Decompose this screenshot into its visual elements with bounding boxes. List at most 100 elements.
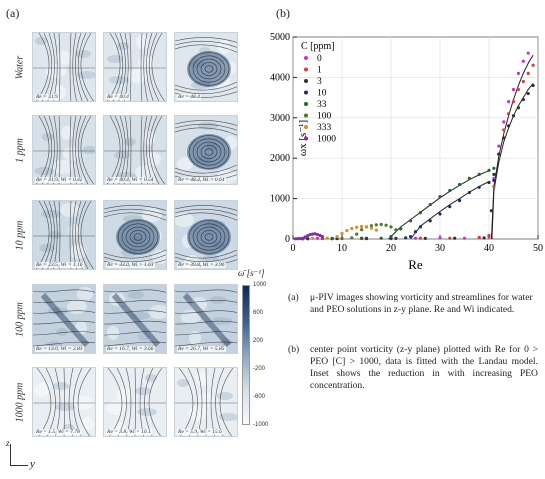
data-point — [482, 236, 486, 240]
tile-caption: Re = 23.5, Wi = 1.16 — [35, 262, 84, 268]
data-point — [306, 237, 310, 241]
tile-caption: Re = 31.9, Wi = 0.42 — [35, 177, 84, 183]
tile-caption: Re = 40.4 — [106, 94, 130, 100]
colorbar-tick-label: 200 — [253, 338, 264, 344]
data-point — [497, 144, 501, 148]
vorticity-image-tile: Re = 13.0, Wi = 2.83 — [32, 284, 96, 354]
x-tick-label: 10 — [337, 243, 347, 254]
data-point — [448, 188, 452, 193]
vorticity-image-tile: Re = 31.9 — [32, 32, 96, 102]
tile-caption: Re = 26.7, Wi = 5.85 — [177, 346, 226, 352]
legend-entry: 3 — [317, 77, 322, 87]
vorticity-image-tile: Re = 3.8, Wi = 10.1 — [103, 367, 167, 437]
panel-b-label: (b) — [276, 6, 290, 20]
legend-entry: 100 — [317, 112, 332, 122]
legend-marker — [304, 125, 308, 129]
data-point — [311, 232, 315, 236]
streamlines — [104, 205, 166, 266]
tile-caption: Re = 3.8, Wi = 10.1 — [106, 429, 152, 435]
data-point — [428, 203, 432, 207]
data-point — [507, 100, 511, 104]
x-tick-label: 30 — [435, 243, 445, 254]
vorticity-image-tile: Re = 26.7, Wi = 5.85 — [174, 284, 238, 354]
data-point — [516, 87, 520, 92]
data-point — [521, 59, 525, 63]
tile-caption: Re = 33.0, Wi = 1.63 — [106, 262, 155, 268]
tile-caption: Re = 39.8, Wi = 3.96 — [177, 262, 226, 268]
data-point — [301, 236, 305, 240]
caption-b-label: (b) — [288, 344, 300, 355]
plot-frame — [292, 36, 539, 240]
colorbar-label: ω̄ [s⁻¹] — [238, 268, 265, 278]
x-tick-label: 0 — [291, 243, 296, 254]
data-point — [438, 212, 442, 216]
vorticity-image-tile: Re = 39.8, Wi = 3.96 — [174, 200, 238, 270]
row-label: 100 ppm — [14, 302, 26, 337]
tile-caption: Re = 40.4, Wi = 0.54 — [106, 177, 155, 183]
data-point — [384, 223, 388, 227]
data-point — [418, 225, 422, 229]
data-point — [345, 228, 349, 233]
streamlines — [33, 368, 95, 436]
row-label: 10 ppm — [14, 220, 26, 251]
y-tick-label: 2000 — [270, 153, 290, 164]
colorbar-tick-label: -1000 — [253, 422, 269, 428]
data-point — [325, 236, 329, 240]
data-point — [448, 205, 452, 209]
legend-entry: 33 — [317, 100, 327, 110]
data-point — [492, 178, 496, 183]
vorticity-image-tile: Re = 33.0, Wi = 1.63 — [103, 200, 167, 270]
vorticity-image-tile: Re = 16.7, Wi = 3.66 — [103, 284, 167, 354]
caption-a-label: (a) — [288, 292, 299, 303]
vorticity-image-tile: Re = 5.9, Wi = 15.6 — [174, 367, 238, 437]
data-point — [394, 236, 398, 240]
legend-entry: 0 — [317, 54, 322, 64]
colorbar-tick-label: -200 — [253, 366, 266, 372]
data-point — [477, 185, 481, 189]
streamlines — [175, 289, 237, 347]
streamlines — [104, 289, 166, 347]
data-point — [355, 232, 359, 236]
data-point — [413, 230, 418, 234]
data-point — [413, 236, 418, 240]
streamlines — [33, 33, 95, 101]
data-point — [467, 176, 471, 180]
data-point — [404, 236, 408, 240]
legend-marker — [304, 67, 308, 72]
vorticity-image-tile: Re = 31.9, Wi = 0.42 — [32, 115, 96, 185]
data-point — [487, 168, 491, 172]
data-point — [423, 236, 427, 240]
caption-b-text: center point vorticity (z-y plane) plott… — [310, 344, 538, 391]
data-point — [360, 236, 364, 240]
vorticity-image-tile: Re = 23.5, Wi = 1.16 — [32, 200, 96, 270]
data-point — [369, 224, 373, 228]
streamlines — [104, 116, 166, 184]
data-point — [477, 236, 481, 240]
data-point — [296, 237, 300, 241]
row-label: 1000 ppm — [14, 382, 26, 423]
row-label: 1 ppm — [14, 138, 26, 163]
legend-entry: 333 — [317, 123, 332, 133]
streamlines — [175, 120, 237, 184]
data-point — [379, 236, 383, 240]
legend-marker — [304, 113, 308, 118]
data-point — [360, 224, 364, 229]
data-point — [389, 234, 393, 239]
caption-a-text: μ-PIV images showing vorticity and strea… — [310, 292, 533, 315]
data-point — [389, 225, 393, 229]
data-point — [293, 237, 298, 241]
data-point — [521, 79, 525, 84]
vorticity-image-tile: Re = 40.4, Wi = 0.54 — [103, 115, 167, 185]
data-point — [462, 236, 467, 240]
data-point — [374, 228, 378, 232]
data-point — [467, 190, 471, 195]
data-point — [350, 226, 354, 231]
data-point — [458, 182, 462, 187]
data-point — [511, 114, 516, 118]
data-point — [313, 232, 317, 236]
legend-marker — [304, 90, 308, 95]
data-point — [315, 232, 320, 237]
data-point — [418, 211, 422, 215]
